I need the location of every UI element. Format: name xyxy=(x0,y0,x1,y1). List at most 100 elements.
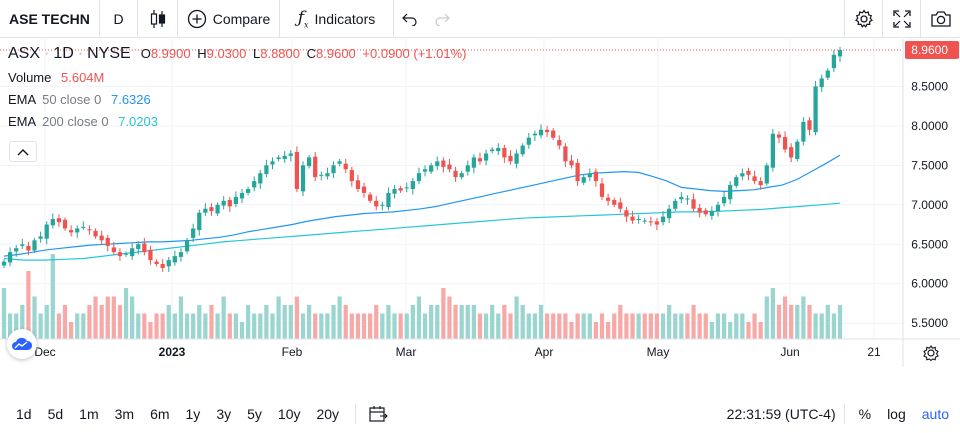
volume-bar xyxy=(142,313,147,339)
bottom-toolbar: 1d 5d 1m 3m 6m 1y 3y 5y 10y 20y 22:31:59… xyxy=(0,395,960,433)
chart-pane[interactable]: 8.5000 8.0000 7.5000 7.0000 6.5000 6.0000 5.50… xyxy=(0,39,960,367)
volume-bar xyxy=(551,313,556,339)
volume-bar xyxy=(679,313,684,339)
range-1d[interactable]: 1d xyxy=(16,406,32,422)
volume-bar xyxy=(624,313,629,339)
volume-bar xyxy=(435,305,440,339)
tradingview-logo[interactable] xyxy=(7,329,37,359)
candle-body xyxy=(197,212,202,231)
volume-bar xyxy=(404,313,409,339)
volume-bar xyxy=(715,313,721,339)
candle-body xyxy=(703,210,708,215)
candle-body xyxy=(685,198,690,200)
candle-body xyxy=(75,228,80,233)
volume-bar xyxy=(514,296,519,339)
legend-dot: · xyxy=(44,45,50,62)
volume-bar xyxy=(282,305,287,339)
candle-body xyxy=(416,173,422,182)
ema50-line xyxy=(3,154,841,257)
volume-bar xyxy=(740,313,745,339)
candle-body xyxy=(728,185,733,200)
settings-button[interactable] xyxy=(844,0,882,38)
price-tick-label: 7.5000 xyxy=(911,158,948,172)
volume-bar xyxy=(746,322,751,339)
volume-bar xyxy=(154,313,159,339)
candlesticks xyxy=(1,46,843,272)
range-3y[interactable]: 3y xyxy=(216,406,232,422)
range-6m[interactable]: 6m xyxy=(150,406,170,422)
volume-bar xyxy=(184,313,190,339)
legend-volume[interactable]: Volume 5.604M xyxy=(8,70,469,85)
range-selector: 1d 5d 1m 3m 6m 1y 3y 5y 10y 20y xyxy=(0,406,347,422)
candle-body xyxy=(355,180,361,189)
legend-ema200[interactable]: EMA 200 close 0 7.0203 xyxy=(8,114,469,129)
candle-body xyxy=(300,165,306,192)
auto-toggle[interactable]: auto xyxy=(921,406,949,422)
candle-body xyxy=(642,220,647,222)
function-icon: ƒx xyxy=(297,7,309,30)
volume-bar xyxy=(1,288,7,339)
volume-bar xyxy=(642,313,647,339)
range-10y[interactable]: 10y xyxy=(277,406,301,422)
volume-bar xyxy=(20,305,25,339)
time-axis[interactable]: Dec 2023 Feb Mar Apr May Jun 21 xyxy=(0,338,960,362)
price-tick-label: 6.5000 xyxy=(911,237,948,251)
range-5d[interactable]: 5d xyxy=(47,406,64,422)
candle-body xyxy=(782,136,788,150)
volume-bar xyxy=(770,288,775,339)
range-20y[interactable]: 20y xyxy=(316,406,340,422)
candle-body xyxy=(660,216,666,223)
range-1m[interactable]: 1m xyxy=(79,406,99,422)
candle-body xyxy=(508,155,513,162)
compare-button[interactable]: Compare xyxy=(178,0,280,38)
volume-bar xyxy=(673,313,678,339)
price-axis[interactable]: 8.5000 8.0000 7.5000 7.0000 6.5000 6.0000 5.50… xyxy=(902,39,959,367)
range-1y[interactable]: 1y xyxy=(185,406,201,422)
range-5y[interactable]: 5y xyxy=(247,406,262,422)
candle-body xyxy=(343,163,348,170)
candle-body xyxy=(142,243,147,253)
volume-bar xyxy=(459,305,464,339)
redo-icon[interactable] xyxy=(434,12,450,26)
symbol-search[interactable]: ASE TECHN xyxy=(0,0,100,38)
indicators-button[interactable]: ƒx Indicators xyxy=(280,0,394,38)
price-chart[interactable]: 8.5000 8.0000 7.5000 7.0000 6.5000 6.0000 5.50… xyxy=(0,39,960,367)
range-3m[interactable]: 3m xyxy=(114,406,135,422)
percent-toggle[interactable]: % xyxy=(858,406,872,422)
volume-bar xyxy=(471,305,476,339)
chart-type-button[interactable] xyxy=(138,0,178,38)
axis-settings-icon[interactable] xyxy=(923,345,939,362)
volume-bar xyxy=(191,313,196,339)
calendar-range-icon[interactable] xyxy=(368,405,388,423)
volume-bar xyxy=(764,296,769,339)
volume-bar xyxy=(685,313,690,339)
ema200-path xyxy=(3,202,841,261)
candle-body xyxy=(111,247,116,253)
candle-body xyxy=(654,221,660,225)
candle-body xyxy=(148,249,153,261)
volume-bar xyxy=(410,305,415,339)
volume-bar xyxy=(26,271,31,339)
candle-body xyxy=(459,173,464,178)
candle-body xyxy=(209,207,214,212)
candle-body xyxy=(56,218,62,223)
candle-body xyxy=(69,230,74,233)
legend-ema50[interactable]: EMA 50 close 0 7.6326 xyxy=(8,92,469,107)
volume-bar xyxy=(605,322,611,339)
clock[interactable]: 22:31:59 (UTC-4) xyxy=(726,406,836,422)
fullscreen-button[interactable] xyxy=(882,0,920,38)
snapshot-button[interactable] xyxy=(920,0,960,38)
volume-bar xyxy=(795,305,800,339)
volume-bar xyxy=(160,313,165,339)
candle-body xyxy=(93,230,98,237)
legend-collapse-button[interactable] xyxy=(9,141,37,162)
interval-button[interactable]: D xyxy=(100,0,138,38)
symbol-label: ASE TECHN xyxy=(9,10,90,27)
volume-bar xyxy=(477,313,483,339)
candle-body xyxy=(825,70,830,78)
volume-bar xyxy=(14,313,19,339)
candle-body xyxy=(233,196,239,204)
volume-bar xyxy=(636,313,641,339)
undo-icon[interactable] xyxy=(402,12,418,26)
log-toggle[interactable]: log xyxy=(887,406,906,422)
